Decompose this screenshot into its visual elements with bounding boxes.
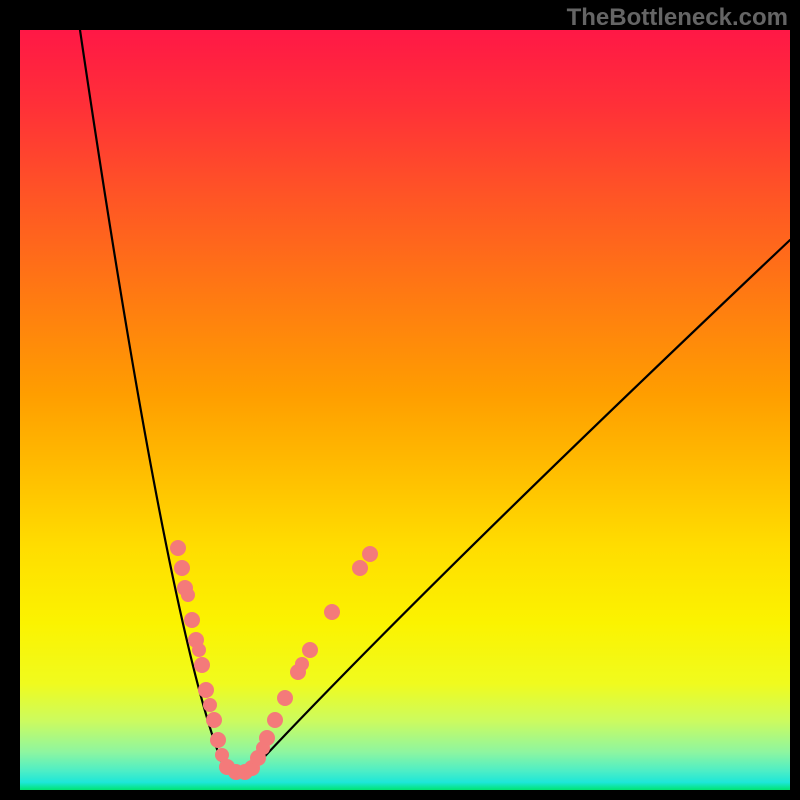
gradient-panel bbox=[20, 30, 790, 790]
watermark-text: TheBottleneck.com bbox=[567, 4, 788, 32]
chart-container: TheBottleneck.com bbox=[0, 0, 800, 800]
